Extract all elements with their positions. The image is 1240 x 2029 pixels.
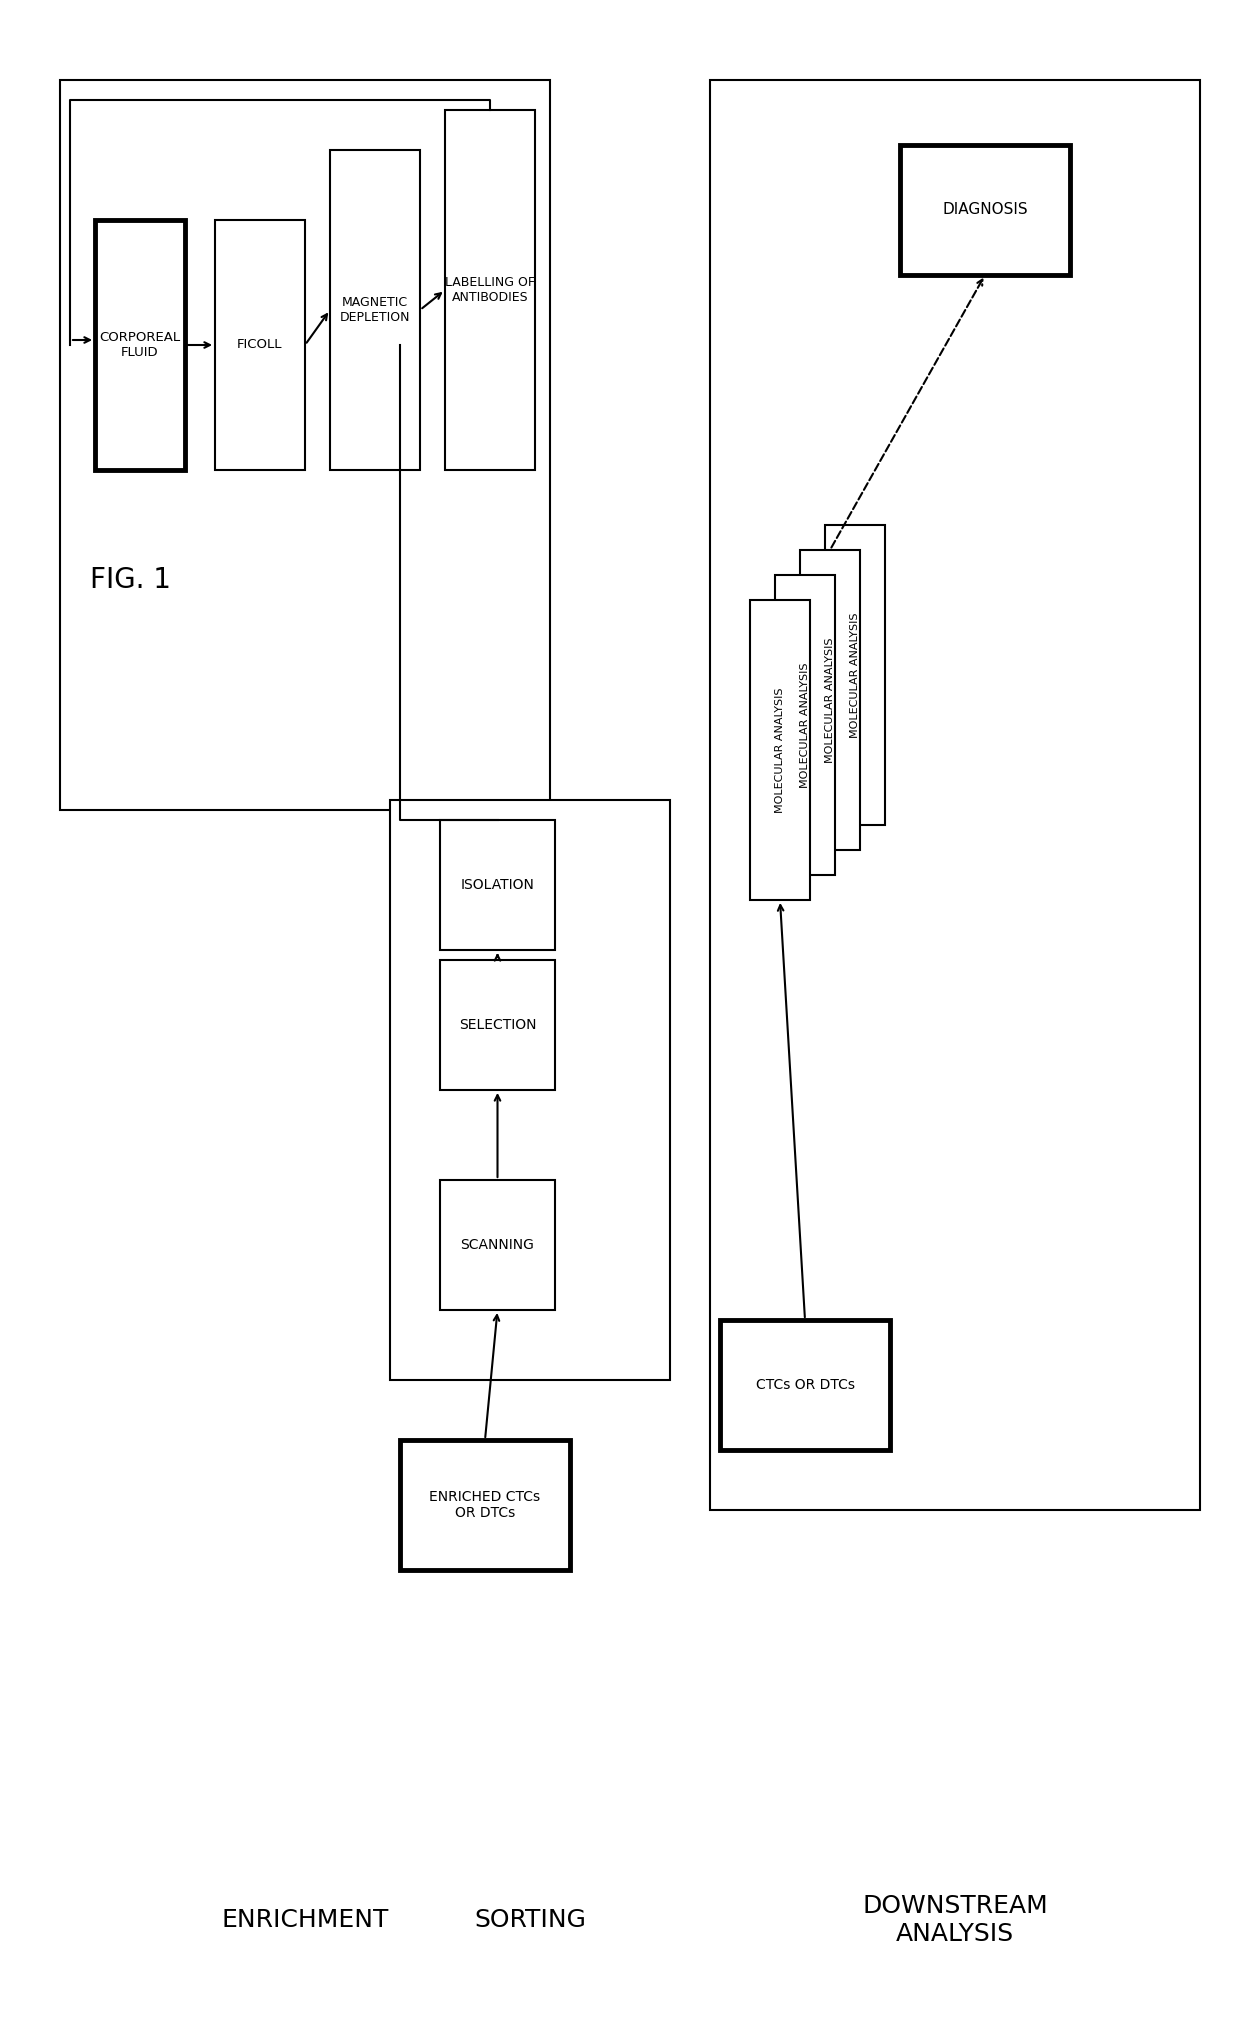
FancyBboxPatch shape	[401, 1441, 570, 1570]
Text: MAGNETIC
DEPLETION: MAGNETIC DEPLETION	[340, 296, 410, 325]
Text: DOWNSTREAM
ANALYSIS: DOWNSTREAM ANALYSIS	[862, 1895, 1048, 1946]
FancyBboxPatch shape	[330, 150, 420, 471]
Text: ENRICHED CTCs
OR DTCs: ENRICHED CTCs OR DTCs	[429, 1489, 541, 1520]
FancyBboxPatch shape	[900, 144, 1070, 276]
FancyBboxPatch shape	[440, 1181, 556, 1311]
Text: FICOLL: FICOLL	[237, 339, 283, 351]
Bar	[825, 526, 885, 826]
Bar	[800, 550, 861, 850]
Text: FIG. 1: FIG. 1	[91, 566, 171, 594]
FancyBboxPatch shape	[440, 960, 556, 1090]
Text: MOLECULAR ANALYSIS: MOLECULAR ANALYSIS	[849, 613, 861, 739]
Bar	[750, 601, 810, 901]
Text: MOLECULAR ANALYSIS: MOLECULAR ANALYSIS	[825, 637, 835, 763]
FancyBboxPatch shape	[95, 219, 185, 471]
Text: CTCs OR DTCs: CTCs OR DTCs	[755, 1378, 854, 1392]
FancyBboxPatch shape	[720, 1321, 890, 1451]
Text: CORPOREAL
FLUID: CORPOREAL FLUID	[99, 331, 181, 359]
Text: SCANNING: SCANNING	[460, 1238, 534, 1252]
Text: MOLECULAR ANALYSIS: MOLECULAR ANALYSIS	[800, 661, 810, 787]
Bar	[60, 79, 551, 810]
Text: SELECTION: SELECTION	[459, 1019, 536, 1033]
Text: MOLECULAR ANALYSIS: MOLECULAR ANALYSIS	[775, 688, 785, 814]
Bar	[711, 79, 1200, 1510]
FancyBboxPatch shape	[440, 820, 556, 950]
Text: DIAGNOSIS: DIAGNOSIS	[942, 203, 1028, 217]
Bar	[391, 799, 670, 1380]
Text: LABELLING OF
ANTIBODIES: LABELLING OF ANTIBODIES	[445, 276, 534, 304]
FancyBboxPatch shape	[215, 219, 305, 471]
FancyBboxPatch shape	[445, 110, 534, 471]
Bar	[775, 574, 835, 874]
Text: ENRICHMENT: ENRICHMENT	[221, 1907, 388, 1932]
Text: SORTING: SORTING	[474, 1907, 587, 1932]
Text: ISOLATION: ISOLATION	[460, 879, 534, 893]
